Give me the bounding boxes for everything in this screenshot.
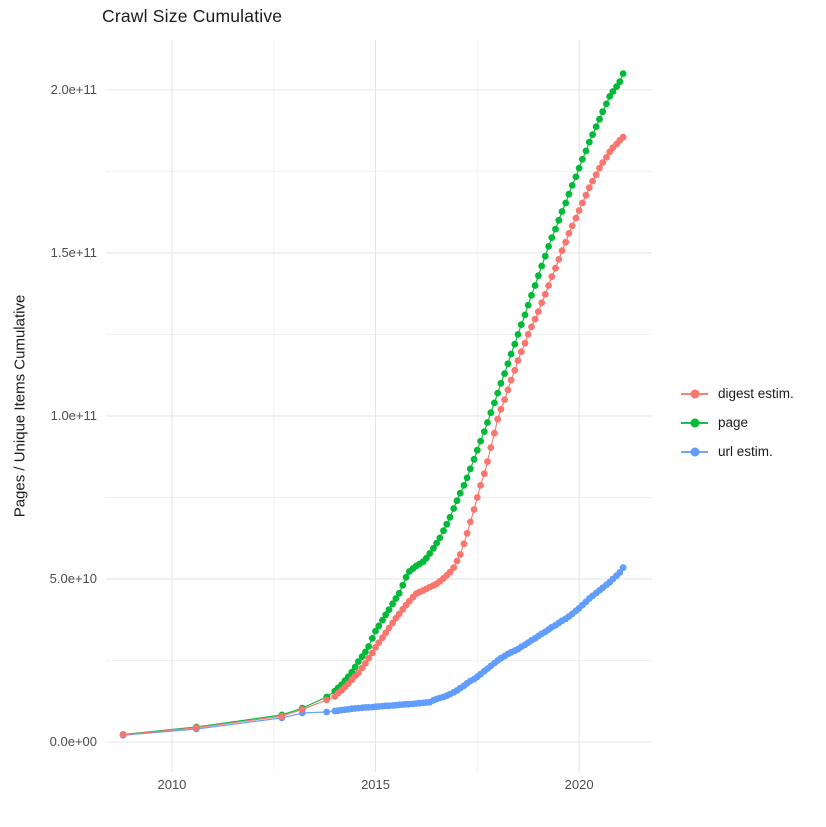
y-tick-label: 0.0e+00 (49, 734, 97, 749)
y-axis-title: Pages / Unique Items Cumulative (11, 294, 29, 518)
series-digest-estim- (119, 133, 627, 739)
y-tick-label: 2.0e+11 (50, 81, 97, 97)
legend-key-dot-icon (681, 445, 708, 459)
legend-item-url-estim: url estim. (681, 437, 794, 466)
legend-label: digest estim. (718, 386, 794, 401)
grid-minor (106, 40, 652, 772)
legend-key-dot-icon (681, 387, 708, 401)
x-tick-label: 2010 (157, 777, 187, 792)
legend-label: page (718, 415, 749, 430)
y-tick-label: 5.0e+10 (49, 570, 97, 586)
y-tick-label: 1.0e+11 (50, 407, 97, 423)
legend: digest estim. page url estim. (681, 379, 794, 466)
grid-major (106, 40, 652, 772)
legend-item-digest-estim: digest estim. (681, 379, 794, 408)
legend-label: url estim. (718, 444, 773, 459)
series-page (119, 70, 627, 738)
chart-title: Crawl Size Cumulative (102, 6, 283, 26)
legend-key-dot-icon (681, 416, 708, 430)
legend-item-page: page (681, 408, 794, 437)
x-tick-label: 2020 (564, 777, 594, 792)
series-url-estim- (119, 564, 627, 739)
y-tick-label: 1.5e+11 (50, 244, 97, 260)
x-tick-label: 2015 (361, 777, 390, 792)
